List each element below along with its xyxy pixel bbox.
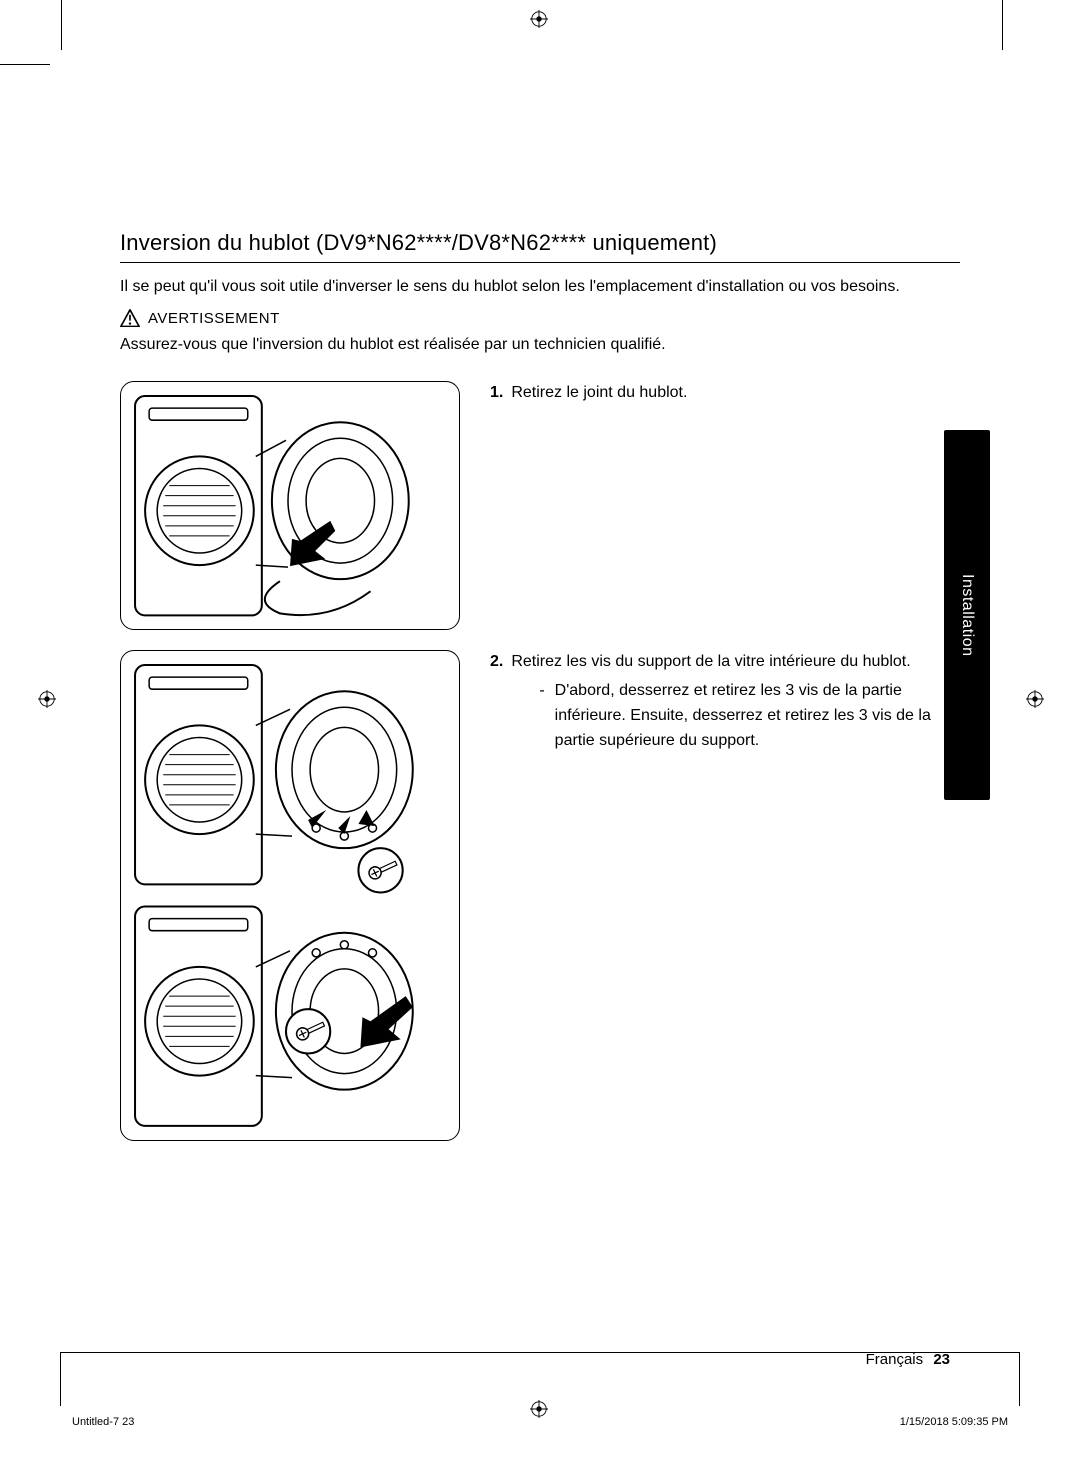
footer-frame — [60, 1352, 1020, 1406]
intro-text: Il se peut qu'il vous soit utile d'inver… — [120, 275, 960, 299]
step-1-text: 1. Retirez le joint du hublot. — [490, 381, 960, 406]
step-2-body: Retirez les vis du support de la vitre i… — [511, 653, 910, 670]
footer-doc-right: 1/15/2018 5:09:35 PM — [900, 1416, 1008, 1428]
substep-text: D'abord, desserrez et retirez les 3 vis … — [555, 679, 960, 753]
registration-mark-icon — [38, 690, 56, 708]
warning-text: Assurez-vous que l'inversion du hublot e… — [120, 333, 960, 357]
crop-mark — [1002, 0, 1003, 50]
footer-doc-left: Untitled-7 23 — [72, 1416, 134, 1428]
step-1: 1. Retirez le joint du hublot. — [120, 381, 960, 630]
step-2-number: 2. — [490, 650, 503, 753]
side-tab-installation: Installation — [944, 430, 990, 800]
crop-mark — [0, 64, 50, 65]
step-2-figure — [120, 650, 460, 1141]
section-title: Inversion du hublot (DV9*N62****/DV8*N62… — [120, 230, 960, 263]
registration-mark-icon — [1026, 690, 1044, 708]
step-1-number: 1. — [490, 381, 503, 406]
substep-dash: - — [539, 679, 544, 753]
warning-row: AVERTISSEMENT — [120, 309, 960, 327]
step-2-text: 2. Retirez les vis du support de la vitr… — [490, 650, 960, 753]
step-2: 2. Retirez les vis du support de la vitr… — [120, 650, 960, 1141]
step-1-body: Retirez le joint du hublot. — [511, 381, 687, 406]
page-content: Inversion du hublot (DV9*N62****/DV8*N62… — [120, 230, 960, 1161]
step-1-figure — [120, 381, 460, 630]
crop-mark — [61, 0, 62, 50]
warning-icon — [120, 309, 140, 327]
registration-mark-icon — [530, 10, 548, 28]
side-tab-label: Installation — [958, 574, 976, 657]
warning-label: AVERTISSEMENT — [148, 310, 280, 327]
